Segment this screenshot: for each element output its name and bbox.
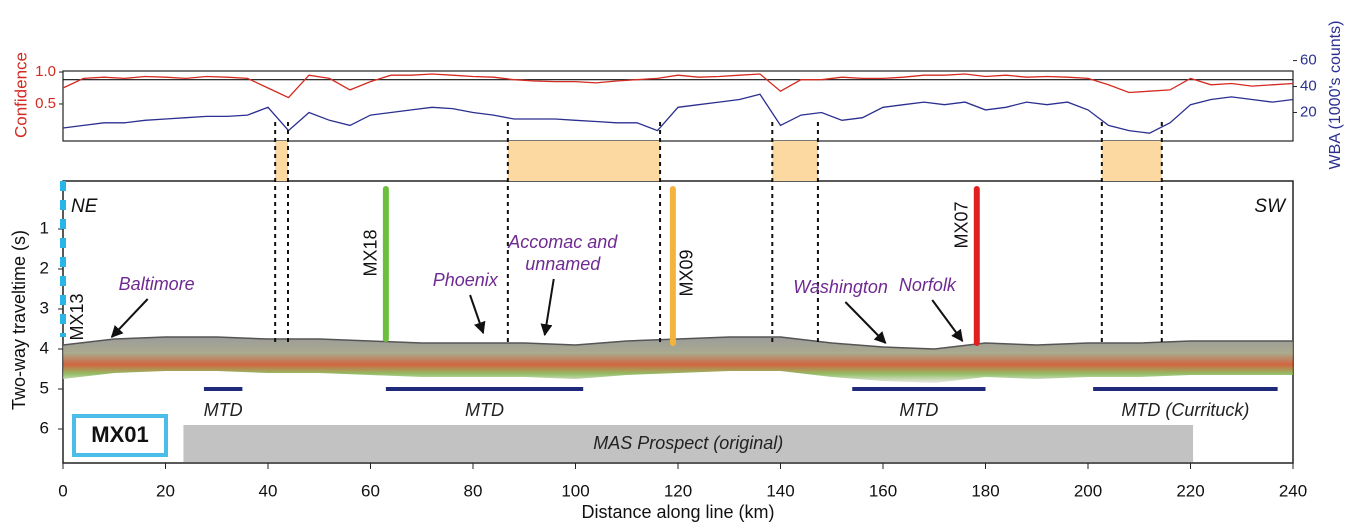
mtd-label: MTD <box>204 400 243 420</box>
x-tick-label: 140 <box>766 481 794 500</box>
y-axis-label: Two-way traveltime (s) <box>9 230 29 410</box>
y-tick-label: 1 <box>40 218 49 237</box>
confidence-line <box>62 73 1294 99</box>
annotation-arrow <box>931 299 964 342</box>
y-tick-label: 6 <box>40 418 49 437</box>
x-tick-label: 0 <box>58 481 67 500</box>
prospect-label: MAS Prospect (original) <box>593 433 783 453</box>
line-label-box <box>72 414 168 457</box>
wba-tick-label: 20 <box>1300 103 1317 120</box>
annotation-label: Accomac and <box>507 232 618 252</box>
seismic-band <box>63 337 1293 383</box>
mtd-label: MTD (Currituck) <box>1121 400 1249 420</box>
x-tick-label: 20 <box>156 481 175 500</box>
x-tick-label: 60 <box>361 481 380 500</box>
annotation-arrow <box>469 294 486 335</box>
x-tick-label: 120 <box>664 481 692 500</box>
well-label: MX18 <box>361 229 381 276</box>
x-tick-label: 40 <box>259 481 278 500</box>
annotation-label: unnamed <box>525 254 601 274</box>
wba-tick-label: 60 <box>1300 52 1317 69</box>
annotation-arrow <box>110 298 149 338</box>
top-panel-frame <box>62 70 1294 142</box>
mtd-label: MTD <box>465 400 504 420</box>
x-axis-label: Distance along line (km) <box>581 502 774 522</box>
well-label: MX13 <box>67 293 87 340</box>
well-label: MX09 <box>677 249 697 296</box>
x-tick-label: 80 <box>464 481 483 500</box>
y-tick-label: 5 <box>40 378 49 397</box>
gap-interval <box>275 141 288 181</box>
gap-interval <box>1101 141 1162 181</box>
x-tick-label: 240 <box>1279 481 1307 500</box>
y-tick-label: 3 <box>40 298 49 317</box>
prospect-bar <box>183 425 1194 462</box>
x-tick-label: 180 <box>971 481 999 500</box>
seafloor-line <box>62 336 1293 350</box>
annotation-label: Washington <box>793 277 888 297</box>
wba-axis-label: WBA (1000's counts) <box>1327 21 1344 170</box>
confidence-axis-label: Confidence <box>11 52 30 138</box>
well-label: MX07 <box>952 201 972 248</box>
wba-line <box>62 93 1294 134</box>
y-tick-label: 2 <box>40 258 49 277</box>
confidence-tick-label: 1.0 <box>35 63 56 80</box>
section-frame <box>62 180 1294 464</box>
y-tick-label: 4 <box>40 338 49 357</box>
wba-tick-label: 40 <box>1300 78 1317 95</box>
annotation-arrow <box>540 278 555 337</box>
x-tick-label: 100 <box>561 481 589 500</box>
annotation-label: Phoenix <box>433 270 499 290</box>
x-tick-label: 200 <box>1074 481 1102 500</box>
x-tick-label: 160 <box>869 481 897 500</box>
annotation-label: Norfolk <box>899 275 957 295</box>
confidence-tick-label: 0.5 <box>35 95 56 112</box>
corner-label-ne: NE <box>71 196 98 217</box>
annotation-arrow <box>844 301 887 344</box>
line-label: MX01 <box>91 422 148 447</box>
mtd-label: MTD <box>899 400 938 420</box>
annotation-label: Baltimore <box>119 274 195 294</box>
x-tick-label: 220 <box>1176 481 1204 500</box>
gap-interval <box>507 141 661 181</box>
gap-interval <box>772 141 818 181</box>
corner-label-sw: SW <box>1254 196 1287 217</box>
